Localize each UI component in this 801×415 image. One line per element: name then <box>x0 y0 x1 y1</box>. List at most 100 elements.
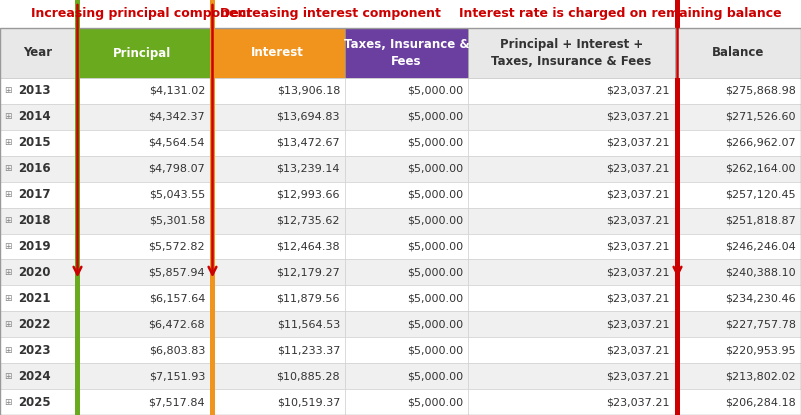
Text: $246,246.04: $246,246.04 <box>725 242 796 251</box>
Bar <box>675 28 801 78</box>
Bar <box>675 234 801 259</box>
Bar <box>210 389 345 415</box>
Bar <box>0 156 75 182</box>
Text: $23,037.21: $23,037.21 <box>606 267 670 277</box>
Bar <box>468 286 675 311</box>
Bar <box>0 337 75 363</box>
Text: $11,564.53: $11,564.53 <box>277 319 340 329</box>
Text: $23,037.21: $23,037.21 <box>606 242 670 251</box>
Text: $213,802.02: $213,802.02 <box>726 371 796 381</box>
Bar <box>675 389 801 415</box>
Bar <box>0 234 75 259</box>
Bar <box>210 208 345 234</box>
Bar <box>675 311 801 337</box>
Bar <box>345 286 468 311</box>
Text: $5,000.00: $5,000.00 <box>407 190 463 200</box>
Text: $23,037.21: $23,037.21 <box>606 371 670 381</box>
Text: 2015: 2015 <box>18 136 50 149</box>
Text: ⊞: ⊞ <box>4 268 11 277</box>
Text: $10,519.37: $10,519.37 <box>276 397 340 407</box>
Text: $12,179.27: $12,179.27 <box>276 267 340 277</box>
Bar <box>675 0 680 28</box>
Bar <box>75 28 210 78</box>
Text: $234,230.46: $234,230.46 <box>726 293 796 303</box>
Bar <box>210 234 345 259</box>
Text: $5,000.00: $5,000.00 <box>407 86 463 96</box>
Text: $12,993.66: $12,993.66 <box>276 190 340 200</box>
Bar <box>0 286 75 311</box>
Text: Principal: Principal <box>114 46 171 59</box>
Text: $12,464.38: $12,464.38 <box>276 242 340 251</box>
Bar <box>675 156 801 182</box>
Bar <box>75 286 210 311</box>
Bar <box>210 182 345 208</box>
Bar <box>75 0 80 28</box>
Text: $5,000.00: $5,000.00 <box>407 397 463 407</box>
Bar <box>0 130 75 156</box>
Bar <box>468 337 675 363</box>
Text: $5,000.00: $5,000.00 <box>407 215 463 226</box>
Bar <box>345 311 468 337</box>
Text: $5,000.00: $5,000.00 <box>407 267 463 277</box>
Text: Interest rate is charged on remaining balance: Interest rate is charged on remaining ba… <box>459 7 781 20</box>
Bar <box>468 130 675 156</box>
Bar <box>210 130 345 156</box>
Text: $11,879.56: $11,879.56 <box>276 293 340 303</box>
Bar <box>75 182 210 208</box>
Bar <box>0 208 75 234</box>
Bar <box>675 337 801 363</box>
Text: 2021: 2021 <box>18 292 50 305</box>
Bar <box>75 234 210 259</box>
Text: Balance: Balance <box>712 46 764 59</box>
Text: 2017: 2017 <box>18 188 50 201</box>
Text: $206,284.18: $206,284.18 <box>725 397 796 407</box>
Bar <box>75 78 80 415</box>
Bar <box>210 104 345 130</box>
Text: ⊞: ⊞ <box>4 346 11 355</box>
Bar <box>0 389 75 415</box>
Text: Decreasing interest component: Decreasing interest component <box>219 7 441 20</box>
Text: Interest: Interest <box>251 46 304 59</box>
Text: ⊞: ⊞ <box>4 164 11 173</box>
Text: $5,000.00: $5,000.00 <box>407 293 463 303</box>
Text: $271,526.60: $271,526.60 <box>726 112 796 122</box>
Text: $240,388.10: $240,388.10 <box>726 267 796 277</box>
Text: $23,037.21: $23,037.21 <box>606 293 670 303</box>
Bar <box>75 259 210 286</box>
Text: $11,233.37: $11,233.37 <box>276 345 340 355</box>
Bar <box>345 156 468 182</box>
Bar <box>0 363 75 389</box>
Bar <box>468 363 675 389</box>
Bar <box>75 156 210 182</box>
Bar <box>345 337 468 363</box>
Text: $257,120.45: $257,120.45 <box>726 190 796 200</box>
Bar <box>468 78 675 104</box>
Text: 2023: 2023 <box>18 344 50 356</box>
Text: 2025: 2025 <box>18 395 50 408</box>
Text: $7,151.93: $7,151.93 <box>149 371 205 381</box>
Text: $5,857.94: $5,857.94 <box>148 267 205 277</box>
Bar <box>468 156 675 182</box>
Text: $12,735.62: $12,735.62 <box>276 215 340 226</box>
Bar <box>75 78 210 104</box>
Bar <box>468 208 675 234</box>
Text: $5,000.00: $5,000.00 <box>407 138 463 148</box>
Bar <box>75 208 210 234</box>
Text: $5,000.00: $5,000.00 <box>407 345 463 355</box>
Text: $23,037.21: $23,037.21 <box>606 86 670 96</box>
Bar <box>210 0 215 28</box>
Text: $227,757.78: $227,757.78 <box>725 319 796 329</box>
Text: Taxes, Insurance &
Fees: Taxes, Insurance & Fees <box>344 38 469 68</box>
Bar <box>468 28 675 78</box>
Bar <box>345 234 468 259</box>
Text: 2020: 2020 <box>18 266 50 279</box>
Bar <box>0 0 801 28</box>
Bar <box>75 337 210 363</box>
Bar <box>210 311 345 337</box>
Text: $13,239.14: $13,239.14 <box>276 164 340 174</box>
Text: ⊞: ⊞ <box>4 320 11 329</box>
Text: $23,037.21: $23,037.21 <box>606 319 670 329</box>
Text: ⊞: ⊞ <box>4 138 11 147</box>
Text: $5,000.00: $5,000.00 <box>407 319 463 329</box>
Bar <box>675 259 801 286</box>
